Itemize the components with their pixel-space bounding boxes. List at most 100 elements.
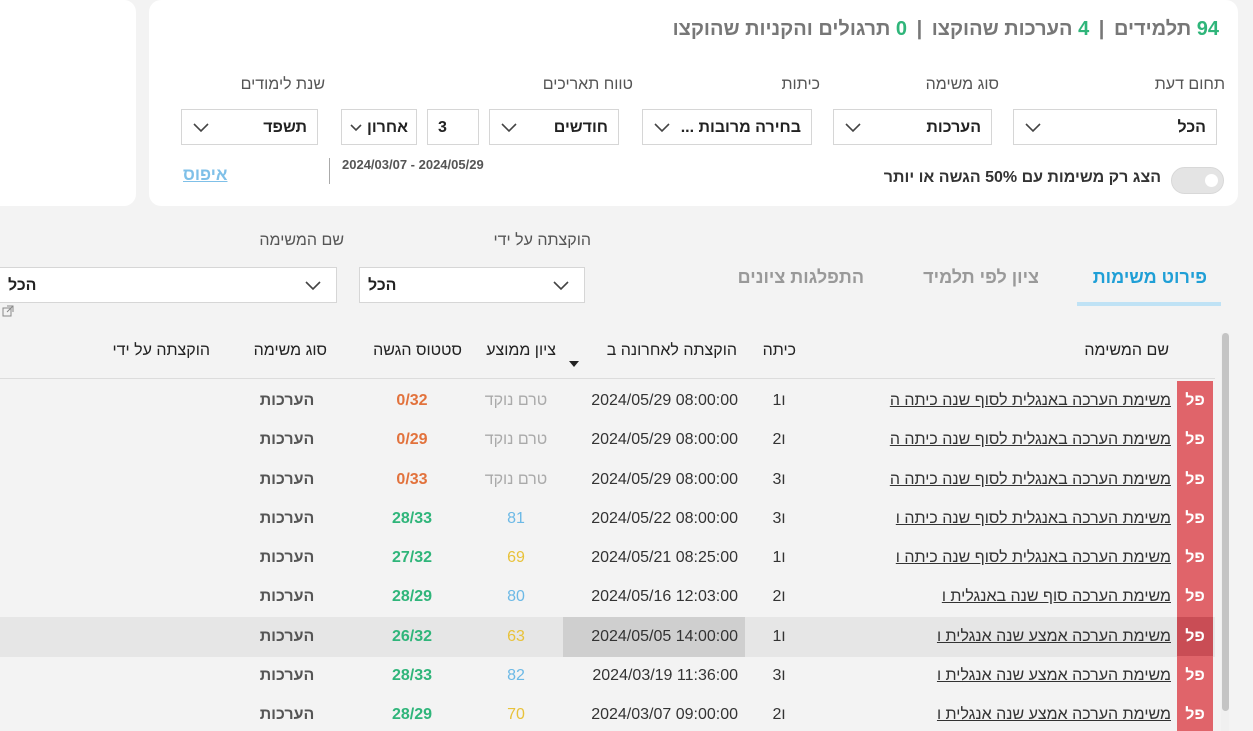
- class-cell: ו1: [772, 392, 786, 409]
- table-row[interactable]: פל משימת הערכה באנגלית לסוף שנה כיתה ה ו…: [0, 460, 1215, 500]
- type-cell: הערכות: [259, 667, 315, 684]
- type-cell: הערכות: [259, 471, 315, 488]
- reset-link[interactable]: איפוס: [183, 165, 228, 184]
- chevron-down-icon: [192, 120, 210, 134]
- table-scrollbar-thumb[interactable]: [1222, 333, 1229, 711]
- min-submission-toggle[interactable]: [1171, 167, 1224, 194]
- type-cell: הערכות: [259, 510, 315, 527]
- task-name-link[interactable]: משימת הערכה אמצע שנה אנגלית ו: [936, 628, 1171, 645]
- date-range-divider: [329, 158, 330, 184]
- hovered-cell-highlight: [563, 617, 745, 657]
- task-name-link[interactable]: משימת הערכה באנגלית לסוף שנה כיתה ה: [889, 431, 1171, 448]
- class-cell: ו3: [772, 510, 786, 527]
- table-row-hovered[interactable]: פל משימת הערכה אמצע שנה אנגלית ו ו1 2024…: [0, 617, 1215, 657]
- assessments-count: 4: [1078, 18, 1090, 40]
- school-year-select-value: תשפד: [263, 119, 307, 136]
- status-cell: 28/29: [391, 588, 433, 605]
- column-header-status[interactable]: סטטוס הגשה: [373, 342, 462, 359]
- task-name-link[interactable]: משימת הערכה סוף שנה באנגלית ו: [941, 588, 1171, 605]
- summary-separator: |: [1098, 18, 1105, 40]
- task-name-select-value: הכל: [8, 277, 37, 294]
- column-header-name[interactable]: שם המשימה: [1084, 342, 1169, 359]
- task-name-link[interactable]: משימת הערכה אמצע שנה אנגלית ו: [936, 706, 1171, 723]
- subject-badge: פל: [1177, 538, 1213, 578]
- school-year-label: שנת לימודים: [240, 76, 325, 93]
- table-row[interactable]: פל משימת הערכה באנגלית לסוף שנה כיתה ו ו…: [0, 499, 1215, 539]
- assessments-label: הערכות שהוקצו: [931, 18, 1073, 40]
- students-count: 94: [1196, 18, 1219, 40]
- table-row[interactable]: פל משימת הערכה באנגלית לסוף שנה כיתה ה ו…: [0, 381, 1215, 421]
- table-row[interactable]: פל משימת הערכה באנגלית לסוף שנה כיתה ו ו…: [0, 538, 1215, 578]
- task-name-link[interactable]: משימת הערכה באנגלית לסוף שנה כיתה ו: [895, 510, 1171, 527]
- date-range-label: טווח תאריכים: [542, 76, 633, 93]
- sort-desc-icon: [569, 361, 579, 367]
- date-cell: 2024/05/16 12:03:00: [591, 588, 738, 605]
- column-header-assigned-by[interactable]: הוקצתה על ידי: [112, 342, 210, 359]
- task-type-select-value: הערכות: [926, 119, 981, 136]
- table-row[interactable]: פל משימת הערכה אמצע שנה אנגלית ו ו3 2024…: [0, 656, 1215, 696]
- assigned-by-label: הוקצתה על ידי: [493, 232, 591, 249]
- students-label: תלמידים: [1113, 18, 1192, 40]
- grade-cell: 82: [507, 667, 525, 684]
- subject-badge: פל: [1177, 656, 1213, 696]
- column-header-last-assigned[interactable]: הוקצתה לאחרונה ב: [606, 342, 737, 359]
- subject-select[interactable]: הכל: [1013, 109, 1217, 145]
- column-header-class[interactable]: כיתה: [762, 342, 796, 359]
- date-cell: 2024/05/05 14:00:00: [591, 628, 738, 645]
- task-name-select[interactable]: הכל: [0, 267, 337, 303]
- class-cell: ו2: [772, 706, 786, 723]
- chevron-down-icon: [844, 120, 862, 134]
- column-header-type[interactable]: סוג משימה: [253, 342, 327, 359]
- exercises-label: תרגולים והקניות שהוקצו: [672, 18, 891, 40]
- expand-icon[interactable]: [2, 304, 14, 317]
- active-tab-indicator: [1077, 302, 1221, 306]
- tab-task-details[interactable]: פירוט משימות: [1092, 267, 1207, 287]
- grade-cell: טרם נוקד: [484, 471, 548, 488]
- table-row[interactable]: פל משימת הערכה אמצע שנה אנגלית ו ו2 2024…: [0, 695, 1215, 731]
- column-header-avg-grade[interactable]: ציון ממוצע: [486, 342, 556, 359]
- date-cell: 2024/03/19 11:36:00: [592, 667, 738, 684]
- tab-grade-by-student[interactable]: ציון לפי תלמיד: [923, 267, 1039, 287]
- chevron-down-icon: [552, 278, 570, 292]
- date-unit-select-value: חודשים: [553, 119, 608, 136]
- table-row[interactable]: פל משימת הערכה סוף שנה באנגלית ו ו2 2024…: [0, 577, 1215, 617]
- subject-badge: פל: [1177, 577, 1213, 617]
- status-cell: 26/32: [391, 628, 433, 645]
- class-cell: ו3: [772, 471, 786, 488]
- grade-cell: 63: [507, 628, 525, 645]
- task-name-label: שם המשימה: [259, 232, 344, 249]
- date-unit-select[interactable]: חודשים: [489, 109, 619, 145]
- type-cell: הערכות: [259, 588, 315, 605]
- status-cell: 28/33: [391, 510, 433, 527]
- exercises-count: 0: [895, 18, 908, 40]
- type-cell: הערכות: [259, 549, 315, 566]
- chevron-down-icon: [500, 120, 518, 134]
- class-select[interactable]: בחירה מרובות ...: [642, 109, 812, 145]
- table-row[interactable]: פל משימת הערכה באנגלית לסוף שנה כיתה ה ו…: [0, 420, 1215, 460]
- date-amount-value: 3: [438, 119, 447, 136]
- header-divider: [0, 378, 1215, 379]
- task-name-link[interactable]: משימת הערכה באנגלית לסוף שנה כיתה ה: [889, 471, 1171, 488]
- date-direction-select[interactable]: אחרון: [341, 109, 417, 145]
- school-year-select[interactable]: תשפד: [181, 109, 318, 145]
- date-amount-input[interactable]: 3: [427, 109, 479, 145]
- class-cell: ו2: [772, 431, 786, 448]
- assigned-by-select[interactable]: הכל: [359, 267, 585, 303]
- assigned-by-select-value: הכל: [368, 277, 397, 294]
- date-direction-select-value: אחרון: [367, 119, 408, 136]
- subject-badge: פל: [1177, 460, 1213, 500]
- class-cell: ו1: [772, 628, 786, 645]
- subject-label: תחום דעת: [1154, 76, 1225, 93]
- tab-grade-distribution[interactable]: התפלגות ציונים: [737, 267, 864, 287]
- task-type-select[interactable]: הערכות: [833, 109, 992, 145]
- task-name-link[interactable]: משימת הערכה באנגלית לסוף שנה כיתה ה: [889, 392, 1171, 409]
- type-cell: הערכות: [259, 392, 315, 409]
- task-name-link[interactable]: משימת הערכה באנגלית לסוף שנה כיתה ו: [895, 549, 1171, 566]
- task-name-link[interactable]: משימת הערכה אמצע שנה אנגלית ו: [936, 667, 1171, 684]
- grade-cell: 70: [507, 706, 525, 723]
- grade-cell: טרם נוקד: [484, 431, 548, 448]
- class-select-value: בחירה מרובות ...: [680, 119, 801, 136]
- summary-line: 94 תלמידים | 4 הערכות שהוקצו | 0 תרגולים…: [673, 18, 1219, 41]
- subject-badge: פל: [1177, 499, 1213, 539]
- subject-badge: פל: [1177, 695, 1213, 731]
